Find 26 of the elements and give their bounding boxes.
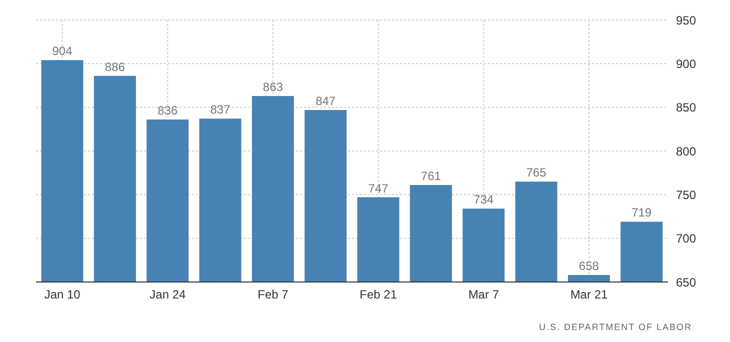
data-label: 863	[262, 80, 284, 94]
y-tick-label: 950	[676, 13, 696, 28]
y-tick-label: 750	[676, 188, 696, 202]
x-tick-label: Mar 7	[468, 288, 500, 302]
y-tick-label: 850	[676, 100, 696, 115]
y-tick-label: 700	[676, 232, 696, 246]
data-label: 747	[368, 181, 389, 196]
data-label: 836	[158, 104, 178, 118]
data-label: 886	[104, 60, 126, 74]
data-label: 719	[632, 206, 652, 220]
y-tick-label: 800	[676, 144, 696, 158]
data-label: 904	[52, 44, 73, 58]
data-label: 734	[474, 192, 494, 207]
x-tick-label: Feb 7	[258, 288, 289, 302]
text: U.S. DEPARTMENT OF LABOR	[538, 322, 692, 332]
data-label: 847	[316, 94, 336, 108]
x-tick-label: Jan 10	[44, 288, 81, 302]
x-tick-label: Jan 24	[150, 288, 186, 302]
y-tick-label: 900	[676, 56, 696, 71]
x-tick-label: Feb 21	[360, 288, 398, 302]
data-label: 765	[526, 166, 547, 180]
data-label: 837	[210, 102, 231, 117]
data-label: 761	[420, 169, 442, 184]
x-tick-label: Mar 21	[570, 288, 608, 302]
data-label: 658	[578, 259, 600, 274]
y-tick-label: 650	[676, 275, 696, 290]
